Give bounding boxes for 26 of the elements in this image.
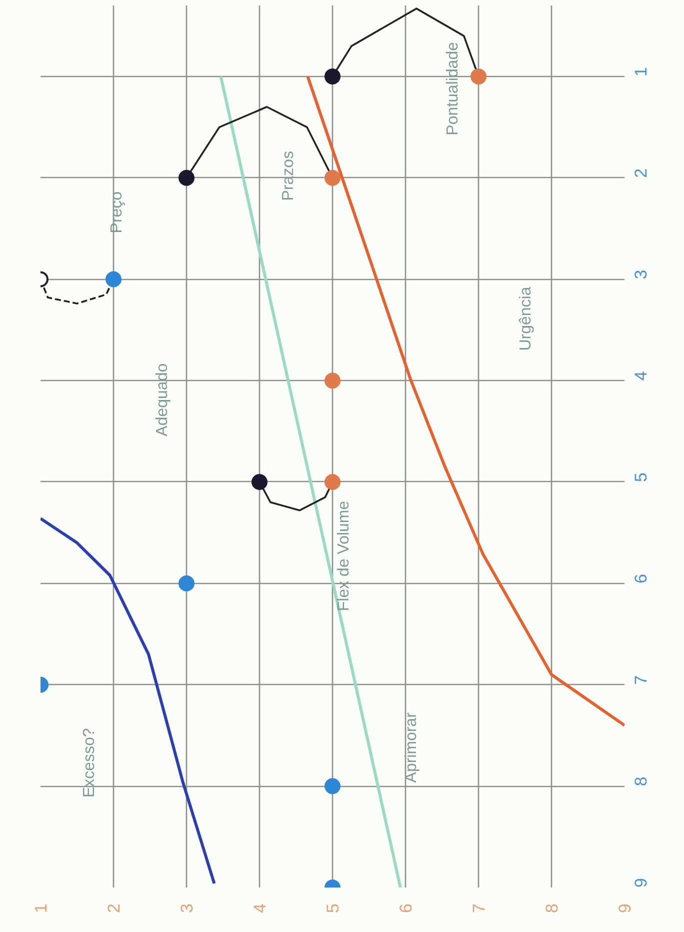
annotation: Aprimorar: [402, 712, 420, 783]
y-tick-label: 9: [632, 878, 650, 888]
annotation: Adequado: [154, 363, 171, 436]
annotation: Prazos: [280, 150, 298, 201]
annotation: Flex de Volume: [336, 500, 353, 612]
x-tick-label: 7: [470, 903, 488, 913]
annotation: Urgência: [517, 286, 534, 351]
x-tick-label: 9: [616, 903, 634, 913]
y-tick-label: 4: [632, 371, 650, 381]
y-tick-label: 5: [632, 472, 650, 482]
annotation: Pontualidade: [444, 42, 462, 136]
x-tick-label: 2: [104, 903, 124, 913]
y-tick-label: 1: [632, 66, 650, 76]
x-tick-label: 8: [542, 903, 562, 913]
y-tick-label: 8: [632, 776, 650, 786]
y-tick-label: 2: [632, 168, 650, 178]
y-tick-label: 3: [632, 270, 650, 280]
x-tick-label: 6: [396, 903, 416, 913]
annotation: Preço: [108, 191, 126, 234]
x-tick-label: 4: [250, 903, 270, 913]
annotation: Excesso?: [80, 728, 98, 798]
x-tick-label: 1: [32, 903, 50, 913]
x-tick-label: 3: [178, 903, 196, 913]
x-tick-label: 5: [324, 903, 342, 913]
y-tick-label: 7: [632, 675, 650, 685]
y-tick-label: 6: [632, 574, 650, 584]
